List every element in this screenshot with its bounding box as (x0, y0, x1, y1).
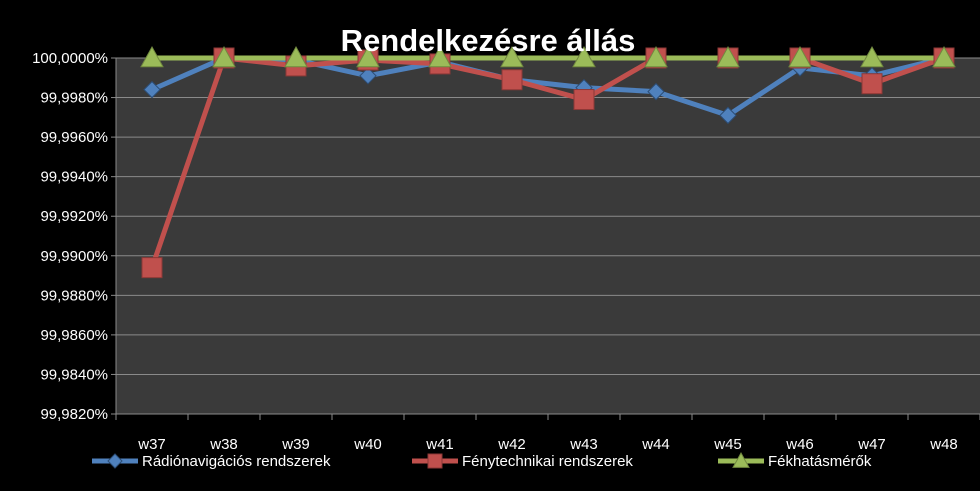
y-tick-label: 99,9820% (40, 406, 108, 423)
x-tick-label: w38 (209, 436, 238, 453)
plot-area (116, 58, 980, 414)
y-tick-label: 99,9940% (40, 169, 108, 186)
series-line-2 (149, 55, 945, 269)
triangle-marker-shape (716, 45, 740, 68)
triangle-marker-shape (860, 45, 884, 68)
x-tick-label: w43 (569, 436, 598, 453)
square-marker-shape (141, 257, 163, 279)
x-tick-label: w37 (137, 436, 166, 453)
series-3-point (284, 45, 308, 68)
series-1-point (359, 67, 377, 85)
series-3-point (428, 45, 452, 68)
x-tick-label: w47 (857, 436, 886, 453)
square-marker-shape (427, 453, 443, 469)
legend-label: Rádiónavigációs rendszerek (142, 453, 331, 470)
series-3-point (644, 45, 668, 68)
diamond-marker-shape (107, 453, 123, 469)
series-2-point (861, 73, 883, 95)
diamond-marker-shape (359, 67, 377, 85)
x-axis-ticks: w37 w38 w39 w40 w41 w42 w43 w44 w45 w46 w47 w48 (115, 414, 980, 453)
chart-title: Rendelkezésre állás (341, 23, 636, 58)
x-tick-label: w44 (641, 436, 670, 453)
series-3-point (500, 45, 524, 68)
legend-marker (107, 453, 123, 469)
series-3-point (860, 45, 884, 68)
series-3-point (572, 45, 596, 68)
series-2-point (501, 69, 523, 91)
series-2-point (573, 89, 595, 111)
series-3-point (356, 45, 380, 68)
legend-entry: Fénytechnikai rendszerek (412, 453, 633, 470)
series-lines (149, 55, 945, 269)
triangle-marker-shape (140, 45, 164, 68)
square-marker-shape (573, 89, 595, 111)
legend-marker (427, 453, 443, 469)
y-tick-label: 99,9880% (40, 287, 108, 304)
triangle-marker-shape (572, 45, 596, 68)
legend-label: Fénytechnikai rendszerek (462, 453, 633, 470)
legend-entry: Fékhatásmérők (718, 451, 872, 470)
y-tick-label: 99,9840% (40, 366, 108, 383)
diamond-marker-shape (143, 80, 161, 99)
triangle-marker-shape (428, 45, 452, 68)
triangle-marker-shape (788, 45, 812, 68)
series-markers (140, 45, 956, 279)
legend-entry: Rádiónavigációs rendszerek (92, 453, 331, 470)
x-tick-label: w39 (281, 436, 310, 453)
legend: Rádiónavigációs rendszerek Fénytechnikai … (92, 451, 872, 470)
diamond-marker-shape (719, 106, 737, 125)
triangle-marker-shape (932, 45, 956, 68)
series-1-point (647, 82, 665, 101)
triangle-marker-shape (500, 45, 524, 68)
y-tick-label: 99,9960% (40, 129, 108, 146)
y-tick-label: 99,9860% (40, 327, 108, 344)
triangle-marker-shape (284, 45, 308, 68)
series-3-point (932, 45, 956, 68)
x-tick-label: w40 (353, 436, 382, 453)
series-1-point (143, 80, 161, 99)
series-3-point (140, 45, 164, 68)
x-tick-label: w41 (425, 436, 454, 453)
legend-label: Fékhatásmérők (768, 453, 872, 470)
series-1-point (719, 106, 737, 125)
series-2-point (141, 257, 163, 279)
y-tick-label: 100,0000% (32, 50, 108, 67)
triangle-marker-shape (212, 45, 236, 68)
series-3-point (716, 45, 740, 68)
x-tick-label: w46 (785, 436, 814, 453)
x-tick-label: w48 (929, 436, 958, 453)
y-tick-label: 99,9980% (40, 90, 108, 107)
y-tick-label: 99,9920% (40, 208, 108, 225)
triangle-marker-shape (644, 45, 668, 68)
series-3-point (788, 45, 812, 68)
triangle-marker-shape (732, 451, 750, 468)
square-marker-shape (501, 69, 523, 91)
y-tick-label: 99,9900% (40, 248, 108, 265)
y-axis-ticks: 99,9820% 99,9840% 99,9860% 99,9880% 99,9900%… (32, 50, 116, 423)
square-marker-shape (861, 73, 883, 95)
diamond-marker-shape (647, 82, 665, 101)
triangle-marker-shape (356, 45, 380, 68)
legend-marker (732, 451, 750, 468)
x-tick-label: w42 (497, 436, 526, 453)
x-tick-label: w45 (713, 436, 742, 453)
series-3-point (212, 45, 236, 68)
